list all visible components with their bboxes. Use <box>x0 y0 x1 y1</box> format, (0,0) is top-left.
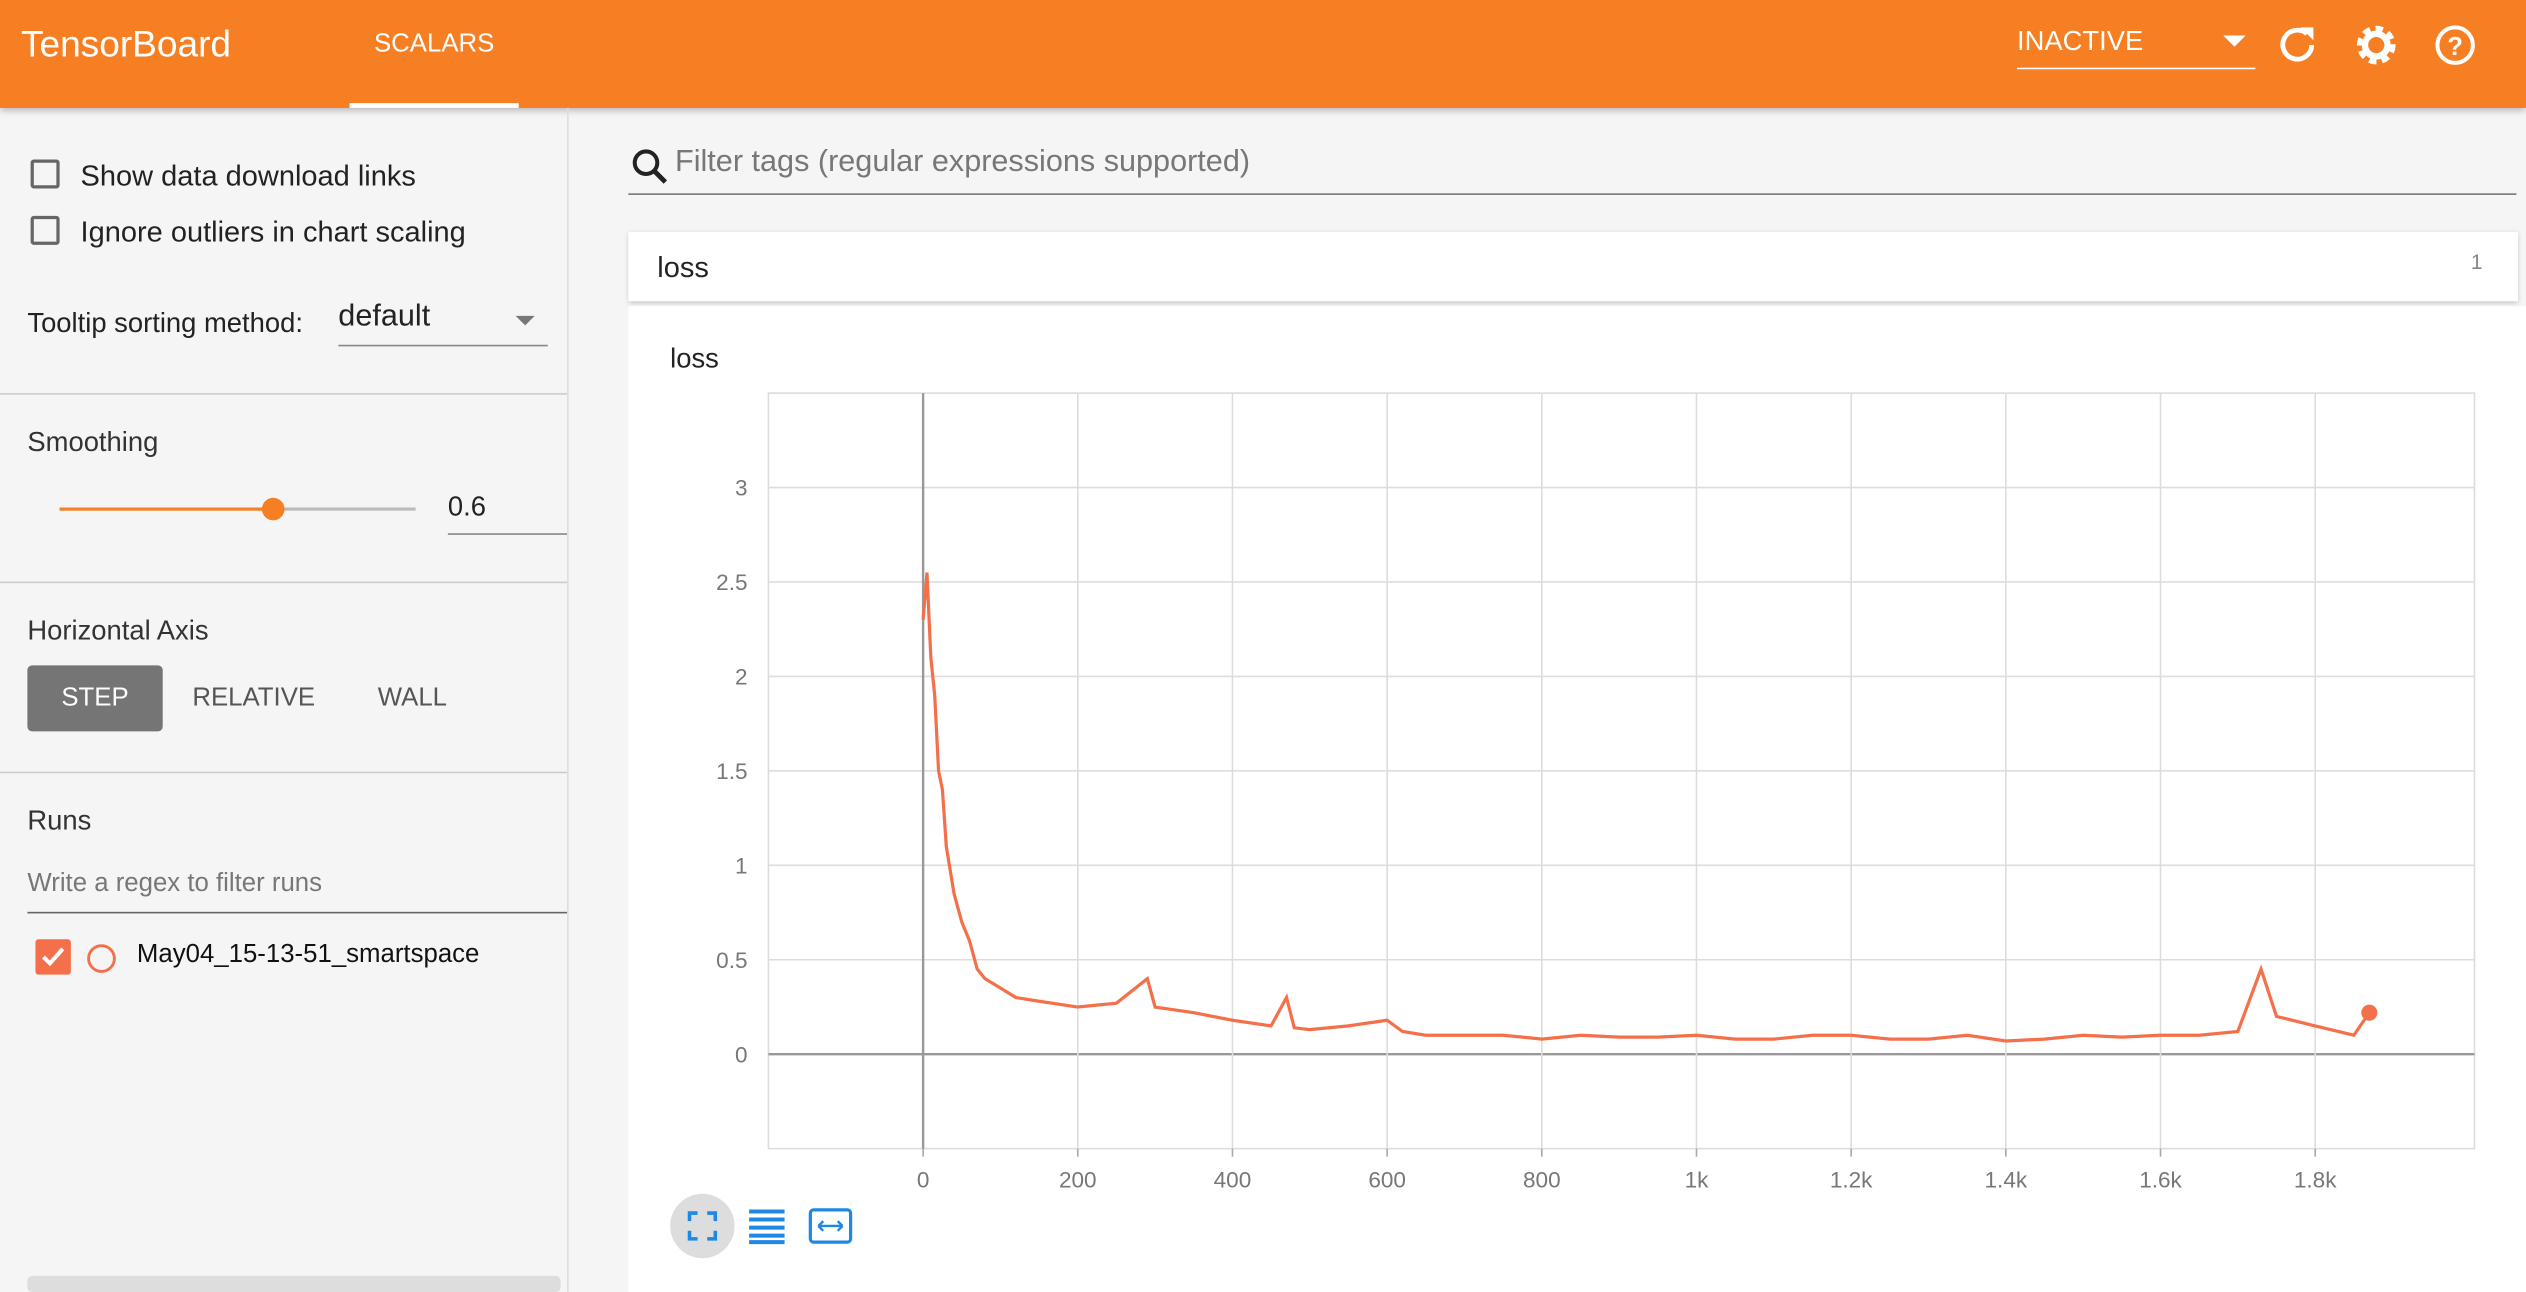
y-tick-label: 1 <box>735 853 748 878</box>
status-label: INACTIVE <box>2016 25 2144 57</box>
smoothing-input[interactable]: 0.6 <box>447 491 568 535</box>
checkbox[interactable] <box>30 159 60 189</box>
x-tick-label: 600 <box>1368 1167 1406 1192</box>
filter-placeholder: Filter tags (regular expressions support… <box>675 144 1251 179</box>
expand-button[interactable] <box>670 1193 735 1259</box>
y-tick-label: 0.5 <box>716 948 747 973</box>
separator <box>0 581 568 584</box>
y-tick-label: 3 <box>735 476 748 501</box>
y-tick-label: 1.5 <box>716 759 747 784</box>
x-tick-label: 1.6k <box>2139 1167 2182 1192</box>
axis-option[interactable]: RELATIVE <box>192 684 316 713</box>
x-tick-label: 400 <box>1214 1167 1252 1192</box>
slider-thumb <box>261 497 285 521</box>
group-count: 1 <box>2470 249 2483 274</box>
chart-title: loss <box>670 342 719 373</box>
log-button[interactable] <box>749 1209 785 1245</box>
app-title: TensorBoard <box>20 22 232 65</box>
chart-toolbar <box>670 1193 853 1259</box>
runs-label: Runs <box>27 805 92 837</box>
tag-filter[interactable]: Filter tags (regular expressions support… <box>628 144 2517 195</box>
checkbox[interactable] <box>30 215 60 245</box>
x-tick-label: 1k <box>1685 1167 1710 1192</box>
x-tick-label: 1.2k <box>1830 1167 1873 1192</box>
x-tick-label: 800 <box>1523 1167 1561 1192</box>
tooltip-label: Tooltip sorting method: <box>27 307 303 339</box>
separator <box>0 771 568 774</box>
status-dropdown[interactable]: INACTIVE <box>2016 25 2256 70</box>
y-tick-label: 2.5 <box>716 570 747 595</box>
run-checkbox[interactable] <box>35 939 71 975</box>
y-tick-label: 0 <box>735 1042 748 1067</box>
x-tick-label: 1.8k <box>2294 1167 2337 1192</box>
scrollbar <box>27 1275 561 1292</box>
tooltip-value: default <box>338 299 431 334</box>
search-icon <box>632 149 668 184</box>
fit-button[interactable] <box>808 1208 853 1244</box>
last-point <box>2361 1004 2378 1021</box>
smoothing-slider[interactable] <box>48 487 428 532</box>
group-name: loss <box>657 251 709 284</box>
tooltip-select[interactable]: default <box>338 299 548 347</box>
axis-label: Horizontal Axis <box>27 615 209 647</box>
axis-option[interactable]: STEP <box>27 665 163 732</box>
refresh-button[interactable] <box>2275 23 2320 68</box>
loss-line <box>921 572 2371 1043</box>
separator <box>0 393 568 395</box>
run-color[interactable] <box>85 942 117 974</box>
help-button[interactable]: ? <box>2433 21 2481 69</box>
svg-text:?: ? <box>2447 33 2463 61</box>
y-tick-label: 2 <box>735 664 748 689</box>
smoothing-label: Smoothing <box>27 426 159 458</box>
check-icon <box>42 947 65 967</box>
dropdown-arrow <box>2223 35 2246 47</box>
group-header[interactable]: loss 1 <box>628 231 2518 302</box>
runs-filter[interactable]: Write a regex to filter runs <box>27 870 568 914</box>
dropdown-arrow <box>515 315 535 326</box>
header: TensorBoard SCALARS INACTIVE ? <box>0 0 2526 108</box>
divider <box>567 107 569 1292</box>
option-label: Show data download links <box>80 159 416 192</box>
x-tick-label: 200 <box>1059 1167 1097 1192</box>
run-name: May04_15-13-51_smartspace <box>136 940 480 969</box>
option-label: Ignore outliers in chart scaling <box>80 215 466 249</box>
x-tick-label: 1.4k <box>1985 1167 2028 1192</box>
settings-button[interactable] <box>2352 21 2400 69</box>
axis-option[interactable]: WALL <box>377 684 448 713</box>
x-tick-label: 0 <box>917 1167 930 1192</box>
tab-label: SCALARS <box>373 30 495 58</box>
scalars-tab[interactable]: SCALARS <box>349 0 519 108</box>
